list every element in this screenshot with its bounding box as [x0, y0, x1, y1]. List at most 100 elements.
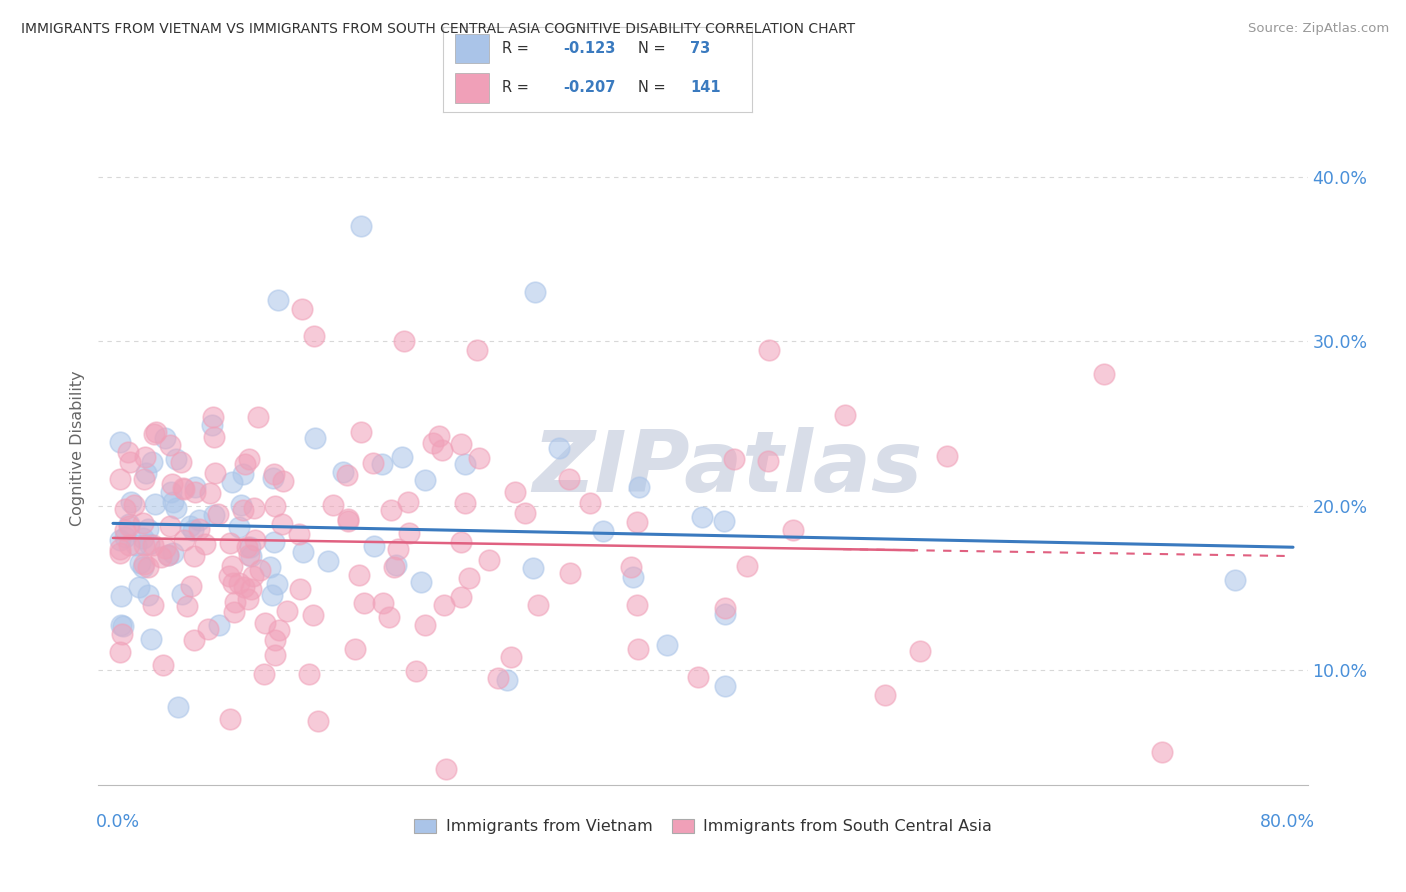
Point: [187, 522, 209, 536]
Point: [302, 607, 325, 622]
Point: [621, 570, 644, 584]
Point: [242, 569, 264, 583]
Point: [173, 483, 195, 497]
Legend: Immigrants from Vietnam, Immigrants from South Central Asia: Immigrants from Vietnam, Immigrants from…: [413, 819, 993, 834]
Point: [287, 527, 309, 541]
Point: [136, 588, 159, 602]
Point: [118, 519, 141, 533]
Point: [353, 596, 375, 610]
Point: [758, 343, 780, 357]
Point: [243, 533, 266, 547]
Point: [167, 700, 190, 714]
Point: [142, 426, 165, 441]
Point: [184, 479, 207, 493]
Point: [935, 449, 957, 463]
Point: [271, 517, 294, 532]
Point: [221, 558, 243, 573]
Text: 73: 73: [690, 41, 710, 56]
Point: [398, 526, 420, 541]
Point: [143, 497, 166, 511]
Point: [228, 520, 250, 534]
Point: [1092, 368, 1115, 382]
Point: [132, 538, 155, 552]
Text: R =: R =: [502, 80, 529, 95]
Point: [433, 598, 456, 612]
Point: [120, 455, 142, 469]
Point: [262, 471, 284, 485]
Point: [183, 549, 205, 564]
Point: [269, 624, 291, 638]
Point: [172, 481, 194, 495]
Point: [380, 502, 402, 516]
Point: [142, 598, 165, 612]
Point: [132, 516, 155, 531]
Text: Source: ZipAtlas.com: Source: ZipAtlas.com: [1249, 22, 1389, 36]
Point: [756, 454, 779, 468]
Point: [202, 430, 225, 444]
FancyBboxPatch shape: [456, 34, 489, 63]
Point: [690, 509, 713, 524]
Point: [385, 558, 408, 572]
Point: [110, 472, 132, 486]
Point: [236, 540, 259, 554]
Point: [238, 451, 260, 466]
Point: [468, 450, 491, 465]
Point: [453, 457, 475, 471]
Point: [413, 474, 436, 488]
Point: [422, 436, 444, 450]
Point: [204, 467, 226, 481]
Point: [557, 472, 579, 486]
Point: [243, 501, 266, 516]
FancyBboxPatch shape: [456, 73, 489, 103]
Point: [378, 609, 401, 624]
Text: -0.123: -0.123: [564, 41, 616, 56]
Point: [150, 549, 173, 564]
Point: [253, 667, 276, 681]
Point: [128, 580, 150, 594]
Point: [219, 712, 242, 726]
Point: [495, 673, 517, 687]
Point: [560, 566, 582, 581]
Point: [626, 515, 648, 529]
Point: [347, 567, 370, 582]
Point: [547, 441, 569, 455]
Point: [228, 575, 250, 590]
Point: [302, 329, 325, 343]
Point: [202, 508, 225, 523]
Point: [620, 559, 643, 574]
Text: 80.0%: 80.0%: [1260, 813, 1315, 830]
Point: [125, 538, 148, 552]
Point: [155, 431, 177, 445]
Point: [263, 648, 285, 662]
Point: [201, 410, 224, 425]
Point: [713, 600, 735, 615]
Point: [155, 541, 177, 555]
Point: [141, 538, 163, 552]
Point: [114, 523, 136, 537]
Point: [110, 434, 132, 449]
Point: [135, 466, 157, 480]
Point: [157, 548, 180, 562]
Point: [307, 714, 329, 728]
Point: [304, 431, 326, 445]
Point: [350, 425, 373, 439]
Point: [264, 500, 287, 514]
Point: [411, 575, 433, 590]
Point: [114, 501, 136, 516]
Point: [231, 498, 253, 512]
Point: [118, 517, 141, 532]
Point: [179, 519, 201, 533]
Text: N =: N =: [638, 80, 665, 95]
Point: [247, 409, 270, 424]
Point: [224, 605, 246, 619]
Point: [145, 425, 167, 439]
Point: [628, 480, 651, 494]
Text: 141: 141: [690, 80, 721, 95]
Point: [253, 616, 276, 631]
Point: [522, 561, 544, 575]
Point: [450, 437, 472, 451]
Point: [291, 544, 314, 558]
Point: [157, 548, 180, 562]
Point: [371, 457, 394, 471]
Point: [138, 522, 160, 536]
